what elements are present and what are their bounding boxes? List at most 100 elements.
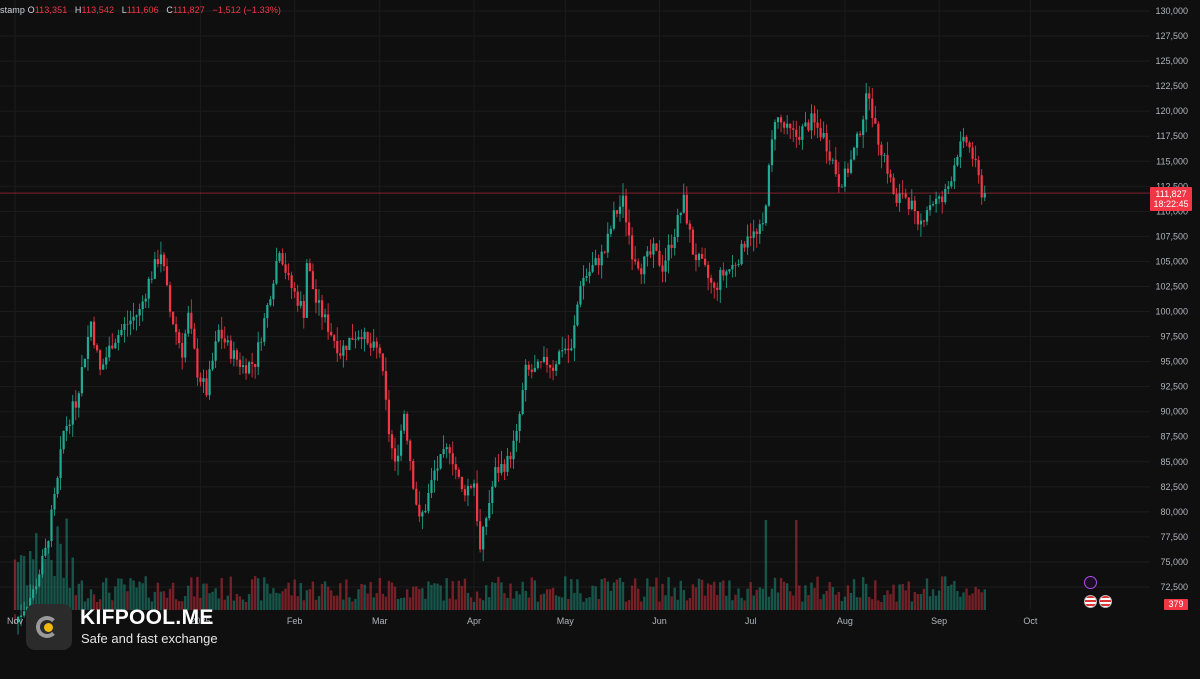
volume-bar — [576, 579, 579, 610]
candle-body — [828, 151, 831, 161]
volume-bar — [627, 600, 631, 610]
volume-bar — [357, 589, 360, 610]
volume-bar — [59, 543, 62, 610]
candle-body — [968, 142, 971, 148]
volume-bar — [849, 592, 853, 610]
low-label: L — [121, 5, 127, 15]
candle-body — [494, 467, 497, 487]
volume-bar — [83, 601, 87, 610]
candle-body — [232, 350, 235, 359]
price-axis[interactable]: 130,000 127,500 125,000 122,500 120,000 117,5… — [1155, 6, 1188, 592]
volume-bar — [187, 585, 190, 610]
candle-body — [278, 253, 281, 261]
candle-body — [71, 401, 74, 425]
candle-body — [691, 229, 695, 255]
time-tick-label: Mar — [372, 616, 388, 626]
candle-body — [123, 323, 126, 330]
volume-bar — [396, 599, 400, 610]
candle-body — [454, 464, 457, 470]
volume-bar — [184, 595, 187, 610]
candle-body — [555, 364, 558, 371]
price-tick-label: 100,000 — [1155, 307, 1188, 317]
volume-bar — [694, 587, 698, 610]
time-tick-label: Oct — [1023, 616, 1038, 626]
us-flag-icon[interactable] — [1099, 595, 1112, 608]
volume-bar — [424, 598, 427, 610]
volume-bar — [521, 581, 524, 610]
candle-body — [965, 136, 968, 143]
high-label: H — [74, 5, 82, 15]
candle-body — [877, 123, 880, 145]
time-axis[interactable]: Nov 2025 Feb Mar Apr May Jun Jul Aug Sep Oct — [7, 616, 1038, 626]
candle-body — [801, 126, 804, 140]
volume-bar — [977, 589, 980, 610]
volume-bar — [561, 597, 564, 610]
volume-bar — [743, 600, 746, 610]
volume-bar — [737, 588, 740, 610]
time-tick-label: 2025 — [190, 616, 210, 626]
volume-bar — [609, 590, 613, 610]
volume-bar — [937, 590, 941, 610]
candle-body — [354, 339, 357, 341]
candle-body — [208, 369, 211, 396]
candle-body — [509, 455, 512, 460]
volume-bar — [831, 587, 834, 610]
candle-body — [612, 210, 615, 229]
volume-bar — [214, 588, 217, 610]
candle-body — [749, 236, 752, 238]
candle-body — [722, 269, 725, 276]
candle-body — [746, 236, 749, 248]
volume-bar — [226, 595, 229, 610]
volume-bar — [691, 584, 695, 610]
candle-body — [372, 341, 375, 348]
volume-bar — [828, 582, 831, 610]
volume-bar — [247, 594, 251, 610]
candle-body — [448, 447, 451, 454]
candle-body — [399, 430, 403, 456]
volume-bar — [320, 584, 324, 610]
candle-body — [13, 622, 17, 623]
volume-bar — [323, 581, 327, 610]
volume-bar — [916, 593, 920, 610]
volume-bar — [111, 600, 114, 610]
volume-bar — [348, 597, 351, 610]
volume-bar — [922, 588, 926, 610]
candle-body — [436, 468, 439, 471]
candle-body — [840, 186, 843, 188]
price-tick-label: 125,000 — [1155, 56, 1188, 66]
time-tick-label: Feb — [287, 616, 303, 626]
candle-body — [53, 493, 56, 510]
open-label: O — [27, 5, 35, 15]
candle-body — [287, 272, 290, 276]
candle-body — [330, 331, 333, 336]
volume-bar — [132, 580, 135, 610]
lightning-event-icon[interactable] — [1084, 576, 1097, 589]
volume-bar — [816, 576, 819, 610]
volume-bar — [725, 595, 728, 610]
candle-body — [187, 312, 190, 334]
volume-bar — [740, 597, 743, 610]
candle-body — [260, 341, 263, 343]
candle-body — [320, 300, 324, 318]
candle-body — [621, 195, 625, 207]
volume-bar — [38, 575, 41, 610]
us-flag-icon[interactable] — [1084, 595, 1097, 608]
volume-bar — [336, 595, 339, 610]
candle-body — [442, 449, 445, 455]
candle-body — [427, 492, 430, 511]
candle-body — [843, 168, 847, 187]
candle-body — [743, 243, 746, 248]
volume-bar — [716, 594, 719, 610]
time-tick-label: Jun — [652, 616, 667, 626]
volume-bar — [785, 583, 789, 610]
volume-bar — [241, 599, 245, 610]
candle-body — [688, 223, 691, 230]
volume-bar — [193, 596, 196, 610]
volume-bar — [378, 578, 381, 610]
volume-bar — [822, 594, 825, 610]
volume-bar — [956, 591, 959, 610]
volume-bar — [600, 579, 603, 610]
candle-body — [241, 365, 245, 367]
